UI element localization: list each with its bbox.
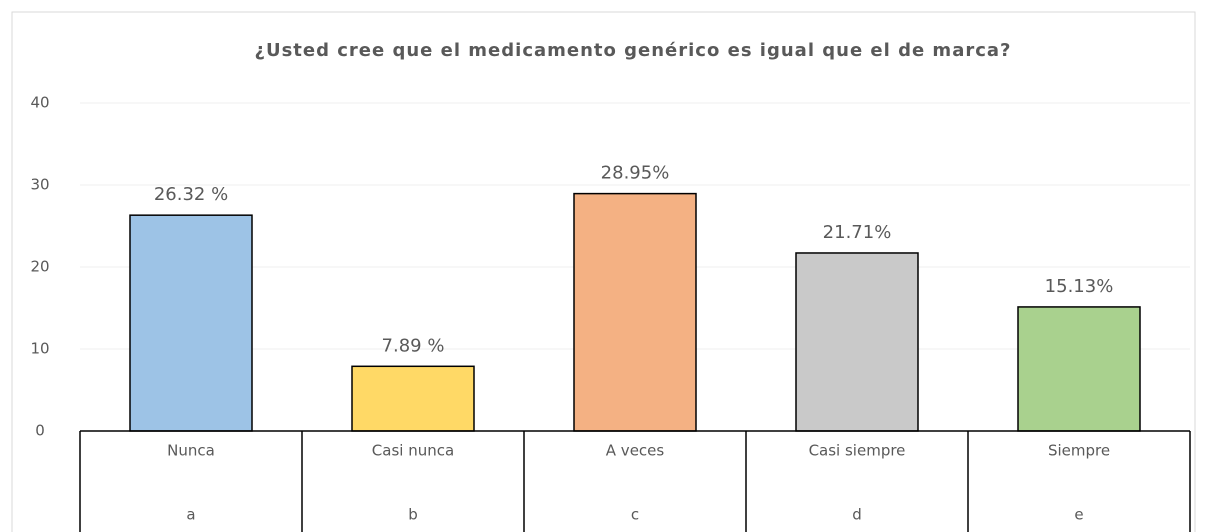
bar xyxy=(129,214,253,432)
x-tick-label: Nunca xyxy=(167,442,215,460)
y-tick-label: 30 xyxy=(30,176,49,194)
x-tick-code: e xyxy=(1074,506,1083,524)
y-tick-label: 10 xyxy=(30,340,49,358)
x-tick-label: Siempre xyxy=(1048,442,1110,460)
x-tick-code: d xyxy=(852,506,862,524)
bar xyxy=(573,192,697,432)
x-tick-label: Casi siempre xyxy=(809,442,906,460)
y-tick-label: 0 xyxy=(35,422,45,440)
bar xyxy=(795,252,919,432)
bar xyxy=(1017,306,1141,432)
y-tick-label: 20 xyxy=(30,258,49,276)
data-label: 21.71% xyxy=(823,222,892,243)
data-label: 15.13% xyxy=(1045,276,1114,297)
data-label: 28.95% xyxy=(601,163,670,184)
x-tick-code: b xyxy=(408,506,418,524)
chart-title: ¿Usted cree que el medicamento genérico … xyxy=(254,40,1012,61)
bar xyxy=(351,365,475,432)
chart-border xyxy=(11,11,1196,532)
y-tick-label: 40 xyxy=(30,94,49,112)
data-label: 7.89 % xyxy=(382,335,445,356)
x-tick-label: Casi nunca xyxy=(372,442,454,460)
x-tick-code: a xyxy=(186,506,195,524)
x-tick-label: A veces xyxy=(606,442,665,460)
data-label: 26.32 % xyxy=(154,184,228,205)
x-tick-code: c xyxy=(631,506,639,524)
